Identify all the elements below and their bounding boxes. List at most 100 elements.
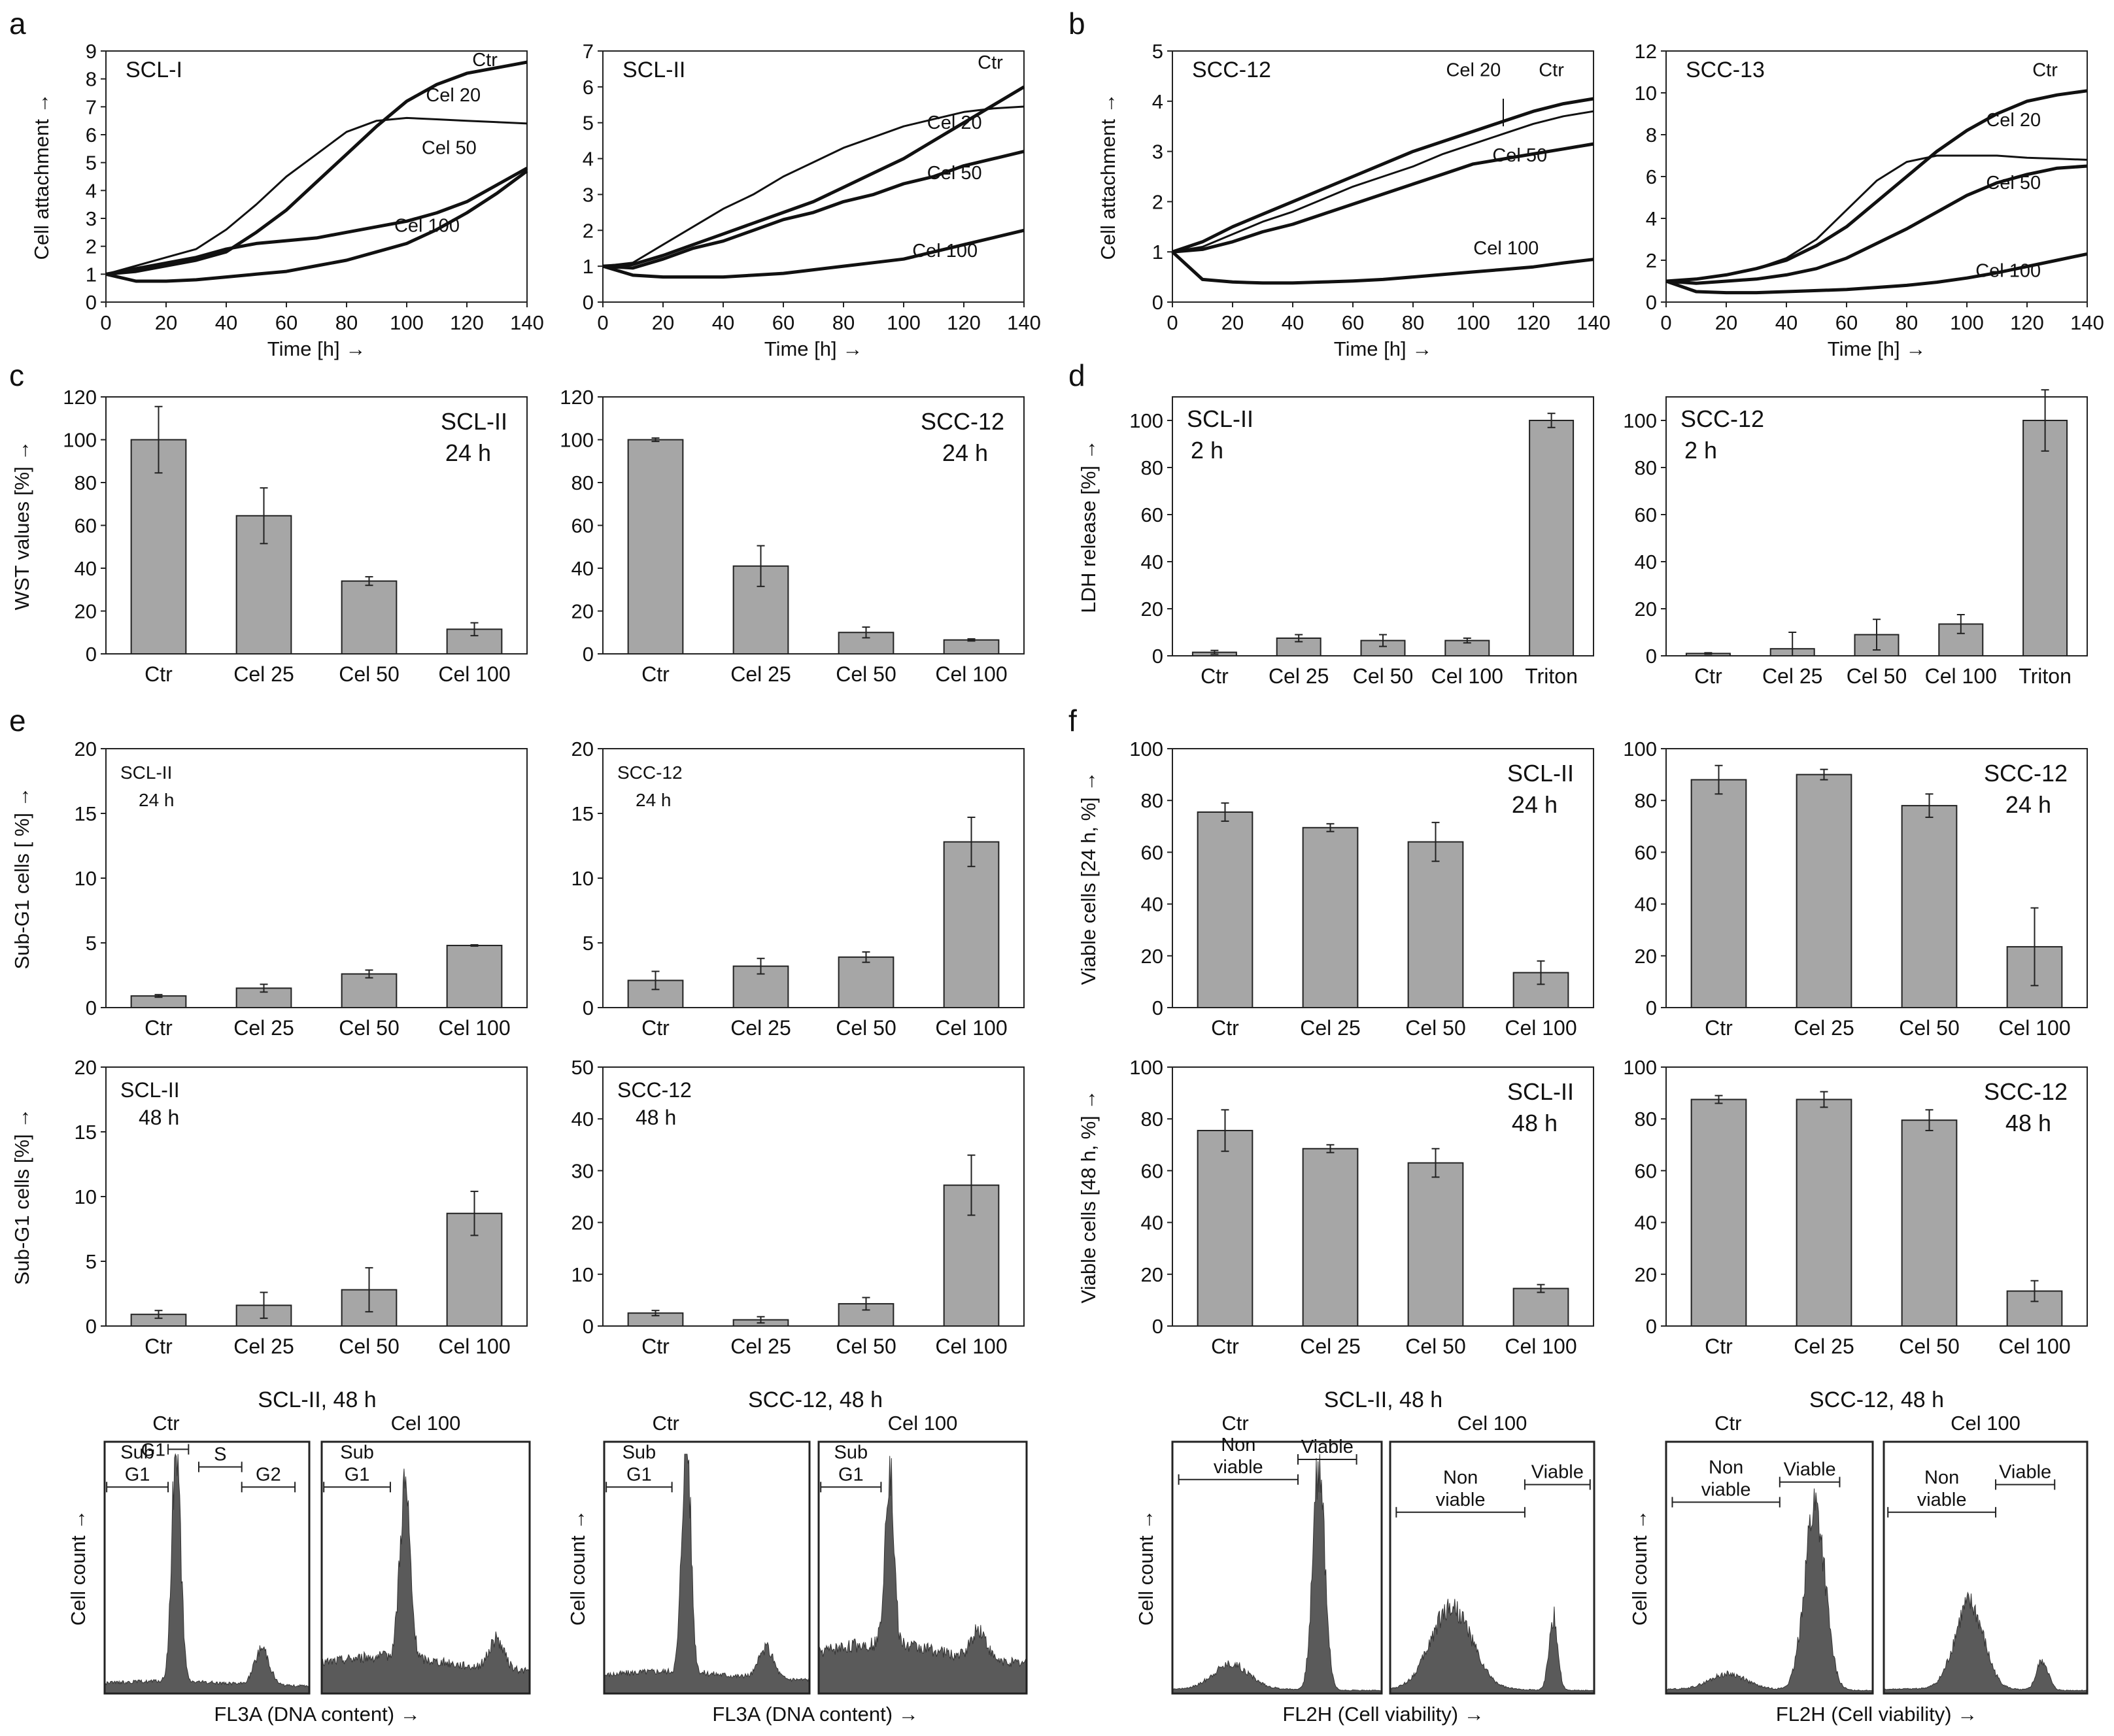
chart-d1-ytick-label: 80 — [1141, 456, 1163, 479]
chart-c1-ytick-label: 60 — [75, 515, 97, 537]
chart-f2-ytick-label: 40 — [1635, 893, 1657, 916]
chart-d1-category-label: Cel 100 — [1431, 664, 1503, 688]
chart-e1-ytick-label: 0 — [86, 996, 97, 1019]
chart-f1-bar — [1407, 841, 1464, 1009]
chart-b2-xtick-label: 20 — [1715, 311, 1737, 334]
chart-b2-xtick-label: 80 — [1896, 311, 1918, 334]
chart-f3-ytick-label: 20 — [1141, 1263, 1163, 1286]
chart-c1-ylabel: WST values [%] → — [10, 441, 33, 611]
chart-a2-series-cel-20 — [602, 105, 1025, 267]
chart-e1-category-label: Cel 25 — [233, 1016, 294, 1040]
histogram-group-xlabel: FL3A (DNA content) → — [214, 1703, 420, 1726]
histogram-group-title: SCL-II, 48 h — [1324, 1387, 1442, 1412]
chart-e3-ytick-label: 20 — [75, 1056, 97, 1079]
chart-a2-ytick-label: 7 — [583, 40, 594, 63]
panel-letter-d: d — [1068, 358, 1085, 392]
chart-a2-xtick-label: 140 — [1007, 311, 1041, 334]
chart-e2-ytick-label: 0 — [583, 996, 594, 1019]
chart-f3-category-label: Cel 25 — [1300, 1335, 1361, 1358]
chart-c1-bar — [341, 580, 398, 655]
chart-a1-series-cel-20 — [105, 116, 528, 275]
chart-c1-title: SCL-II — [441, 408, 507, 435]
chart-h5-gate-label: viable — [1214, 1457, 1263, 1478]
chart-c1-ytick-label: 100 — [63, 429, 97, 452]
chart-c2-ytick-label: 20 — [571, 600, 594, 623]
chart-e1-title: SCL-II — [120, 762, 172, 783]
chart-h1-gate-label: G1 — [141, 1440, 165, 1460]
chart-f4-category-label: Ctr — [1705, 1335, 1733, 1358]
chart-e1-ylabel: Sub-G1 cells [ %] → — [10, 787, 33, 969]
chart-h3-frame — [603, 1440, 811, 1695]
chart-f4-category-label: Cel 25 — [1794, 1335, 1854, 1358]
chart-a2-xtick-label: 0 — [597, 311, 608, 334]
chart-a2-ytick-label: 0 — [583, 291, 594, 314]
chart-h3-gate-label: Sub — [622, 1442, 656, 1463]
chart-e1-category-label: Ctr — [145, 1016, 173, 1040]
chart-e4-ytick-label: 40 — [571, 1108, 594, 1131]
chart-a2-title: SCL-II — [622, 58, 685, 82]
chart-f1-subtitle: 24 h — [1512, 791, 1558, 818]
chart-d1-category-label: Cel 50 — [1353, 664, 1414, 688]
chart-a2-series-label: Ctr — [978, 52, 1003, 73]
chart-e3-ytick-label: 10 — [75, 1185, 97, 1208]
chart-a1-xtick-label: 0 — [100, 311, 111, 334]
chart-d1-ytick-label: 40 — [1141, 551, 1163, 573]
chart-e1-bar — [446, 944, 503, 1008]
chart-f2-frame — [1665, 748, 2088, 1008]
chart-b2-xtick-label: 140 — [2070, 311, 2104, 334]
chart-f2-ytick-label: 60 — [1635, 841, 1657, 864]
chart-a1-ylabel: Cell attachment → — [30, 94, 53, 260]
chart-c2-ytick-label: 80 — [571, 471, 594, 494]
chart-b1-ylabel: Cell attachment → — [1097, 94, 1119, 260]
chart-f3-ytick-label: 40 — [1141, 1212, 1163, 1234]
chart-f3-bar — [1512, 1287, 1569, 1327]
chart-b1-xlabel: Time [h] → — [1334, 337, 1432, 360]
chart-a1-ytick-label: 0 — [86, 291, 97, 314]
chart-h8-histogram-area — [1883, 1591, 2088, 1694]
chart-d2-ytick-label: 20 — [1635, 598, 1657, 621]
chart-h8-gate-label: Non — [1924, 1467, 1959, 1488]
chart-h8-gate-label: viable — [1917, 1489, 1967, 1510]
chart-h4-condition-label: Cel 100 — [888, 1412, 958, 1435]
chart-f4-ytick-label: 100 — [1623, 1056, 1657, 1079]
chart-b1-xtick-label: 0 — [1167, 311, 1178, 334]
chart-e2-ytick-label: 15 — [571, 802, 594, 825]
chart-e2-ytick-label: 10 — [571, 867, 594, 890]
chart-d1-ytick-label: 0 — [1152, 645, 1163, 668]
chart-f1-title: SCL-II — [1507, 760, 1574, 787]
chart-e2-ytick-label: 20 — [571, 738, 594, 760]
chart-f1-bar — [1302, 826, 1359, 1009]
histogram-group-title: SCL-II, 48 h — [258, 1387, 376, 1412]
chart-h7-gate-label: viable — [1701, 1479, 1751, 1500]
chart-a1-series-cel-50 — [105, 167, 528, 276]
chart-f1-ytick-label: 0 — [1152, 996, 1163, 1019]
chart-h8-condition-label: Cel 100 — [1951, 1412, 2020, 1435]
chart-c2-category-label: Cel 25 — [730, 662, 791, 686]
chart-f3-ylabel: Viable cells [48 h, %] → — [1077, 1090, 1100, 1304]
chart-b2-xtick-label: 40 — [1775, 311, 1798, 334]
chart-d2-ytick-label: 60 — [1635, 503, 1657, 526]
chart-f2-category-label: Ctr — [1705, 1016, 1733, 1040]
chart-e4-category-label: Cel 25 — [730, 1335, 791, 1358]
chart-f4-bar — [1796, 1098, 1852, 1327]
chart-h2-gate-label: G1 — [345, 1464, 370, 1485]
chart-e1-ytick-label: 15 — [75, 802, 97, 825]
chart-h4-histogram-area — [818, 1455, 1027, 1694]
chart-e1-ytick-label: 5 — [86, 932, 97, 955]
chart-e3-title: SCL-II — [120, 1078, 180, 1102]
chart-f1-ytick-label: 100 — [1129, 738, 1163, 760]
chart-e3-category-label: Cel 100 — [438, 1335, 510, 1358]
chart-d1-ytick-label: 60 — [1141, 503, 1163, 526]
chart-a2-series-label: Cel 50 — [927, 163, 982, 184]
chart-f2-ytick-label: 0 — [1646, 996, 1657, 1019]
chart-c1-ytick-label: 20 — [75, 600, 97, 623]
chart-h6-gate-label: Viable — [1531, 1461, 1584, 1482]
chart-a2-ytick-label: 4 — [583, 148, 594, 171]
chart-d2-category-label: Triton — [2019, 664, 2071, 688]
panel-letter-a: a — [9, 7, 26, 41]
chart-h6-gate-label: viable — [1436, 1489, 1486, 1510]
chart-e3-category-label: Ctr — [145, 1335, 173, 1358]
chart-h3-histogram-area — [604, 1454, 810, 1694]
chart-h2-histogram-area — [321, 1469, 530, 1694]
